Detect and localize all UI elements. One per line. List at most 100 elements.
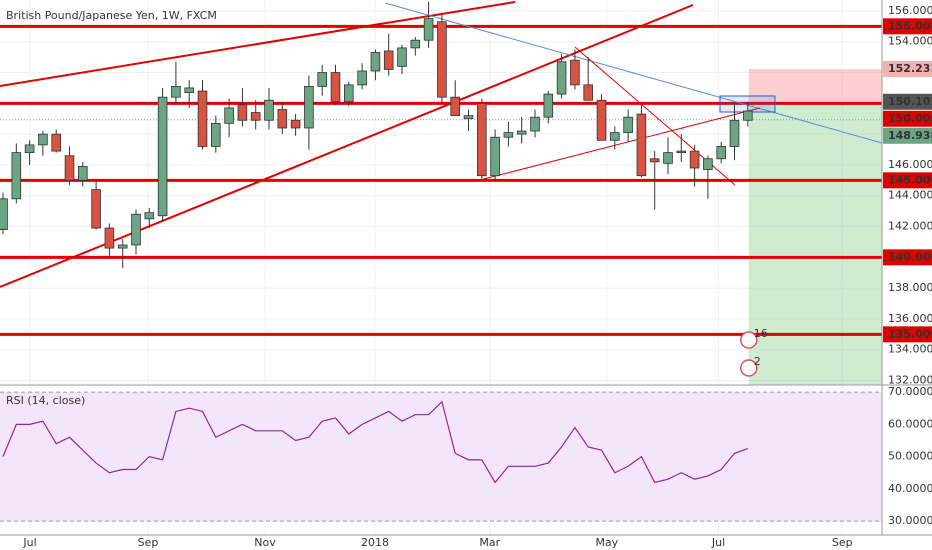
event-count: 16 xyxy=(754,327,768,340)
candle-body xyxy=(317,72,327,87)
candle-body xyxy=(171,85,181,98)
price-label: 150.102 xyxy=(888,95,932,108)
y-tick-label: 156.000 xyxy=(888,4,932,17)
price-label-bg xyxy=(883,326,932,343)
candle-body xyxy=(503,132,514,138)
rsi-band xyxy=(0,392,882,522)
rsi-pane: RSI (14, close) xyxy=(0,391,882,522)
rsi-tick-label: 60.0000 xyxy=(888,417,932,430)
candle-body xyxy=(24,144,35,154)
position-box xyxy=(748,68,882,386)
rsi-title: RSI (14, close) xyxy=(6,394,85,407)
price-label: 152.231 xyxy=(888,62,932,75)
y-tick-label: 144.000 xyxy=(888,189,932,202)
trend-line xyxy=(0,1,516,87)
candle-body xyxy=(250,112,261,121)
candle-body xyxy=(104,227,115,249)
price-label-bg xyxy=(883,93,932,110)
y-tick-label: 146.000 xyxy=(888,158,932,171)
trend-lines xyxy=(0,1,883,288)
candle-body xyxy=(543,93,554,118)
candles: 16 2 xyxy=(0,1,768,377)
candle-body xyxy=(423,18,434,41)
candle-body xyxy=(91,189,101,229)
x-tick-label: 2018 xyxy=(361,536,389,549)
candle-body xyxy=(144,212,155,220)
candle-body xyxy=(623,116,633,133)
candle-body xyxy=(211,122,221,147)
price-label: 140.000 xyxy=(888,250,932,263)
candle-body xyxy=(237,104,248,121)
candle-body xyxy=(530,116,540,132)
candle-body xyxy=(450,96,460,117)
y-tick-label: 154.000 xyxy=(888,35,932,48)
rsi-line xyxy=(2,400,749,484)
candle-body xyxy=(330,72,341,103)
x-tick-label: Sep xyxy=(138,536,159,549)
event-count: 2 xyxy=(754,355,761,368)
candle-body xyxy=(477,102,487,177)
y-tick-label: 136.000 xyxy=(888,312,932,325)
candle-body xyxy=(0,198,8,231)
candle-body xyxy=(357,70,367,86)
trend-line xyxy=(384,2,883,144)
candle-body xyxy=(64,155,75,181)
candle-body xyxy=(729,119,740,147)
rsi-tick-label: 70.0000 xyxy=(888,385,932,398)
candle-body xyxy=(78,166,88,181)
price-label-bg xyxy=(883,249,932,266)
price-label: 155.000 xyxy=(888,19,932,32)
candle-body xyxy=(157,96,168,217)
candle-body xyxy=(304,85,314,129)
rsi-tick-label: 30.0000 xyxy=(888,514,932,527)
price-label: 150.000 xyxy=(888,112,932,125)
x-tick-label: Jul xyxy=(22,536,36,549)
candle-body xyxy=(437,21,447,98)
candle-body xyxy=(556,61,567,95)
candle-body xyxy=(51,133,61,152)
y-tick-label: 132.000 xyxy=(888,374,932,387)
candle-body xyxy=(344,84,354,103)
y-tick-label: 138.000 xyxy=(888,281,932,294)
trend-line xyxy=(0,4,694,288)
candle-body xyxy=(743,110,753,121)
event-marker xyxy=(740,359,758,377)
candle-body xyxy=(716,146,726,160)
x-tick-label: Jul xyxy=(711,536,725,549)
candle-body xyxy=(610,132,620,141)
candle-body xyxy=(570,59,580,86)
candle-body xyxy=(383,50,394,70)
event-marker xyxy=(740,331,758,349)
candle-body xyxy=(277,109,288,129)
candle-body xyxy=(463,115,474,120)
price-label: 148.938 xyxy=(888,129,932,142)
candle-body xyxy=(689,150,700,169)
price-label-bg xyxy=(883,110,932,127)
price-label-bg xyxy=(883,18,932,35)
rsi-tick-label: 40.0000 xyxy=(888,482,932,495)
candle-body xyxy=(38,133,48,146)
x-tick-label: Sep xyxy=(832,536,853,549)
candle-body xyxy=(410,39,421,49)
candle-body xyxy=(703,158,713,170)
price-label: 135.000 xyxy=(888,327,932,340)
candle-body xyxy=(583,84,593,101)
candle-body xyxy=(516,130,527,135)
candle-body xyxy=(197,90,208,147)
candle-body xyxy=(290,119,301,129)
candle-body xyxy=(224,107,234,124)
candle-body xyxy=(636,113,647,177)
target-zone xyxy=(748,101,882,386)
candle-body xyxy=(117,244,128,249)
candle-body xyxy=(184,87,194,93)
y-tick-label: 142.000 xyxy=(888,220,932,233)
price-label-bg xyxy=(883,60,932,77)
chart-title: British Pound/Japanese Yen, 1W, FXCM xyxy=(6,9,217,22)
price-label-bg xyxy=(883,172,932,189)
candle-body xyxy=(490,136,500,177)
price-label: 145.000 xyxy=(888,173,932,186)
price-label-bg xyxy=(883,127,932,144)
candle-body xyxy=(11,152,22,200)
